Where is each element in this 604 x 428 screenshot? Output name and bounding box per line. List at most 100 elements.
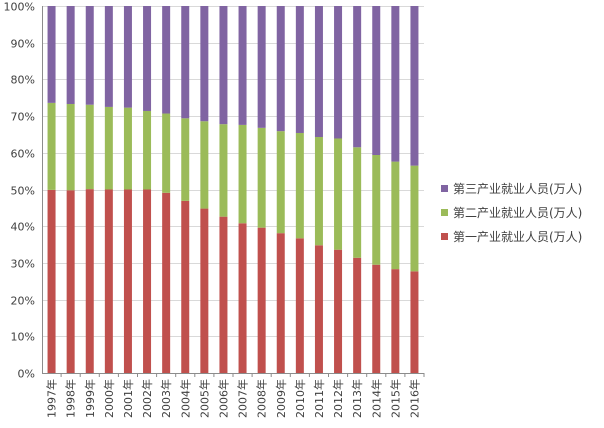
x-axis: 1997年 1998年 1999年 2000年 2001年 2002年 2003年 2004年… — [42, 373, 425, 418]
bar-segment-primary — [47, 189, 56, 373]
x-tick-label: 2009年 — [274, 379, 288, 418]
bar-segment-primary — [143, 189, 152, 373]
bar-segment-secondary — [104, 106, 113, 190]
bar-segment-secondary — [353, 147, 362, 258]
bar-segment-tertiary — [295, 6, 304, 133]
x-tick-label: 2007年 — [236, 379, 250, 418]
x-tick-label: 2016年 — [407, 379, 421, 418]
bars — [47, 6, 419, 373]
bar-segment-primary — [200, 208, 209, 373]
x-tick-label: 2010年 — [293, 379, 307, 418]
legend-item-primary: 第一产业就业人员(万人) — [441, 224, 582, 248]
x-tick-label: 1999年 — [83, 379, 97, 418]
x-tick-label: 2001年 — [121, 379, 135, 418]
legend-label-tertiary: 第三产业就业人员(万人) — [453, 181, 583, 196]
bar-segment-secondary — [276, 131, 285, 234]
legend-swatch-primary — [441, 232, 448, 240]
legend-label-secondary: 第二产业就业人员(万人) — [453, 205, 583, 220]
x-tick-label: 2003年 — [159, 379, 173, 418]
gridlines — [42, 6, 424, 337]
bar-segment-primary — [295, 238, 304, 373]
bar-segment-primary — [219, 216, 228, 373]
y-tick-label: 100% — [4, 1, 35, 14]
bar-segment-secondary — [257, 127, 266, 228]
x-tick-label: 2005年 — [197, 379, 211, 418]
y-axis: 0% 10% 20% 30% 40% 50% 60% 70% 80% 90% 100% — [4, 1, 43, 381]
bar-segment-primary — [123, 189, 132, 373]
bar-segment-secondary — [85, 104, 94, 190]
bar-segment-tertiary — [104, 6, 113, 107]
bar-segment-primary — [372, 264, 381, 373]
bar-segment-secondary — [219, 124, 228, 217]
bar-segment-tertiary — [47, 6, 56, 103]
legend-label-primary: 第一产业就业人员(万人) — [453, 229, 583, 244]
y-tick-label: 80% — [11, 74, 35, 87]
x-tick-label: 2015年 — [388, 379, 402, 418]
bar-segment-secondary — [391, 161, 400, 270]
bar-segment-tertiary — [334, 6, 343, 139]
bar-segment-tertiary — [410, 6, 419, 166]
bar-segment-primary — [66, 190, 75, 373]
x-tick-label: 1998年 — [64, 379, 78, 418]
x-tick-label: 2013年 — [350, 379, 364, 418]
bar-segment-primary — [276, 233, 285, 373]
x-tick-label: 2012年 — [331, 379, 345, 418]
x-tick-label: 1997年 — [45, 379, 59, 418]
legend-item-tertiary: 第三产业就业人员(万人) — [441, 176, 582, 200]
legend-swatch-tertiary — [441, 184, 448, 192]
bar-segment-secondary — [334, 138, 343, 250]
bar-segment-primary — [334, 249, 343, 373]
legend-swatch-secondary — [441, 208, 448, 216]
bar-segment-secondary — [314, 137, 323, 246]
y-tick-label: 0% — [18, 368, 35, 381]
bar-segment-tertiary — [123, 6, 132, 108]
bar-segment-tertiary — [200, 6, 209, 122]
y-tick-label: 70% — [11, 111, 35, 124]
y-tick-label: 50% — [11, 185, 35, 198]
bar-segment-primary — [410, 271, 419, 373]
y-tick-label: 40% — [11, 221, 35, 234]
bar-segment-tertiary — [391, 6, 400, 162]
bar-segment-tertiary — [85, 6, 94, 105]
bar-segment-secondary — [181, 118, 190, 201]
x-tick-label: 2008年 — [255, 379, 269, 418]
y-tick-label: 20% — [11, 295, 35, 308]
bar-segment-secondary — [47, 102, 56, 190]
y-tick-label: 90% — [11, 38, 35, 51]
bar-segment-secondary — [123, 107, 132, 190]
bar-segment-primary — [391, 269, 400, 373]
y-tick-label: 10% — [11, 331, 35, 344]
bar-segment-primary — [85, 189, 94, 373]
legend: 第三产业就业人员(万人) 第二产业就业人员(万人) 第一产业就业人员(万人) — [441, 176, 582, 248]
y-tick-label: 60% — [11, 148, 35, 161]
bar-segment-secondary — [295, 132, 304, 239]
bar-segment-secondary — [200, 121, 209, 209]
bar-segment-tertiary — [314, 6, 323, 138]
x-tick-label: 2000年 — [102, 379, 116, 418]
x-tick-label: 2004年 — [178, 379, 192, 418]
bar-segment-tertiary — [276, 6, 285, 132]
bar-segment-secondary — [162, 113, 171, 193]
bar-segment-tertiary — [219, 6, 228, 125]
x-tick-label: 2002年 — [140, 379, 154, 418]
bar-segment-tertiary — [238, 6, 247, 125]
bar-segment-primary — [162, 192, 171, 373]
bar-segment-tertiary — [372, 6, 381, 156]
x-tick-label: 2006年 — [216, 379, 230, 418]
legend-item-secondary: 第二产业就业人员(万人) — [441, 200, 582, 224]
bar-segment-secondary — [143, 110, 152, 190]
bar-segment-primary — [104, 189, 113, 373]
x-tick-label: 2011年 — [312, 379, 326, 418]
bar-segment-tertiary — [66, 6, 75, 104]
bar-segment-primary — [353, 257, 362, 373]
bar-segment-secondary — [238, 124, 247, 224]
bar-segment-tertiary — [181, 6, 190, 119]
y-tick-label: 30% — [11, 258, 35, 271]
x-tick-label: 2014年 — [369, 379, 383, 418]
bar-segment-tertiary — [257, 6, 266, 128]
bar-segment-primary — [257, 227, 266, 373]
bar-segment-primary — [238, 223, 247, 373]
bar-segment-tertiary — [353, 6, 362, 148]
bar-segment-primary — [181, 200, 190, 373]
